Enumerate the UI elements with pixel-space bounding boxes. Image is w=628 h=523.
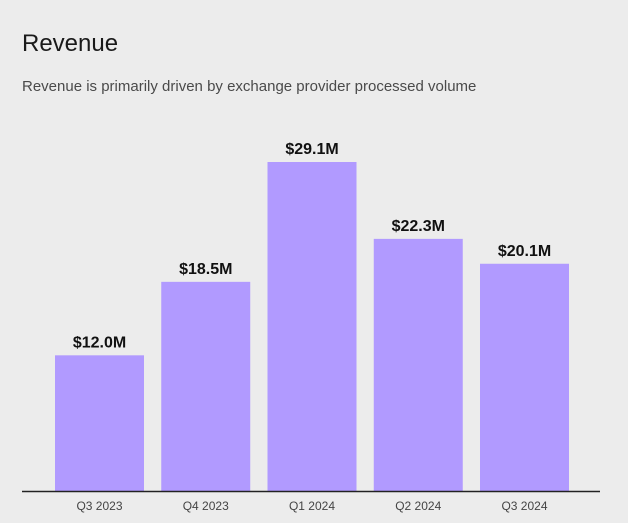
bar-q4-2023: [161, 281, 251, 491]
x-tick-label: Q2 2024: [395, 499, 441, 513]
data-label: $22.3M: [392, 218, 445, 235]
data-label: $29.1M: [285, 141, 338, 158]
chart-subtitle: Revenue is primarily driven by exchange …: [22, 78, 477, 95]
bar-q1-2024: [267, 162, 357, 491]
x-tick-label: Q3 2023: [76, 499, 122, 513]
data-label: $12.0M: [73, 334, 126, 351]
data-label: $20.1M: [498, 243, 551, 260]
x-tick-label: Q4 2023: [183, 499, 229, 513]
bar-q3-2023: [55, 355, 144, 491]
x-tick-label: Q1 2024: [289, 499, 335, 513]
bar-q2-2024: [373, 238, 463, 491]
chart-title: Revenue: [22, 30, 119, 57]
x-tick-label: Q3 2024: [501, 499, 547, 513]
bar-q3-2024: [480, 263, 569, 491]
data-label: $18.5M: [179, 261, 232, 278]
